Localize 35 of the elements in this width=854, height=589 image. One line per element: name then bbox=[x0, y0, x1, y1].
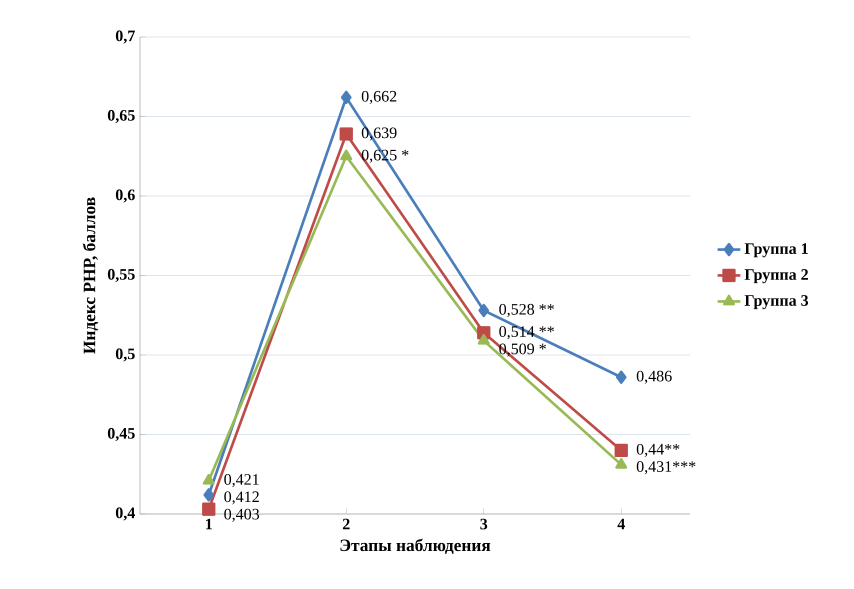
data-label: 0,44** bbox=[636, 444, 680, 457]
data-label: 0,431*** bbox=[636, 461, 696, 474]
legend-label: Группа 1 bbox=[744, 243, 808, 258]
point bbox=[203, 488, 214, 502]
y-tick-label: 0,45 bbox=[108, 428, 135, 442]
x-tick-label: 4 bbox=[617, 518, 625, 530]
point bbox=[615, 458, 628, 469]
x-tick-label: 2 bbox=[342, 518, 350, 530]
point bbox=[340, 127, 353, 141]
y-tick-label: 0,6 bbox=[116, 189, 135, 203]
point bbox=[478, 334, 490, 345]
point bbox=[202, 502, 216, 516]
data-label: 0,486 bbox=[636, 370, 672, 384]
data-label: 0,412 bbox=[224, 491, 259, 504]
y-tick-label: 0,5 bbox=[116, 348, 135, 362]
y-axis-title: Индекс РНР, баллов bbox=[82, 197, 98, 354]
data-label: 0,528 ** bbox=[499, 304, 554, 318]
point bbox=[614, 444, 628, 458]
data-label: 0,421 bbox=[224, 474, 259, 488]
point bbox=[340, 150, 352, 160]
point bbox=[478, 304, 490, 318]
legend-label: Группа 2 bbox=[744, 269, 808, 284]
y-tick-label: 0,65 bbox=[108, 110, 135, 124]
point bbox=[340, 90, 352, 104]
y-tick-label: 0,4 bbox=[116, 507, 135, 521]
y-tick-label: 0,7 bbox=[116, 30, 135, 44]
legend-label: Группа 3 bbox=[744, 295, 808, 310]
data-label: 0,403 bbox=[224, 508, 260, 522]
x-tick-label: 1 bbox=[206, 518, 212, 530]
point bbox=[202, 474, 215, 485]
point bbox=[616, 370, 627, 384]
x-axis-title: Этапы наблюдения bbox=[340, 538, 490, 554]
y-tick-label: 0,55 bbox=[108, 268, 135, 282]
x-tick-label: 3 bbox=[480, 518, 488, 530]
data-label: 0,662 bbox=[362, 90, 396, 104]
